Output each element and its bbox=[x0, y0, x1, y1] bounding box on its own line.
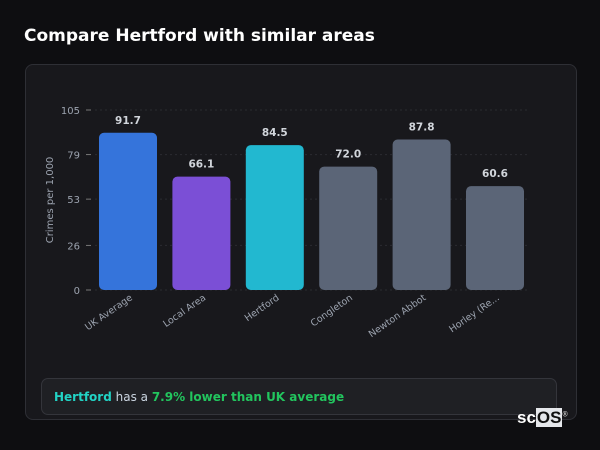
data-label: 91.7 bbox=[115, 115, 141, 127]
banner-place: Hertford bbox=[54, 390, 112, 404]
bar bbox=[319, 166, 378, 290]
data-label: 66.1 bbox=[188, 159, 214, 171]
banner-highlight: 7.9% lower than UK average bbox=[151, 390, 345, 404]
logo-text: sc bbox=[517, 408, 536, 427]
bar bbox=[392, 139, 451, 290]
y-tick-label: 26 bbox=[67, 241, 80, 252]
data-label: 72.0 bbox=[335, 149, 361, 161]
bar bbox=[466, 186, 524, 290]
bar bbox=[99, 132, 157, 290]
x-tick-label: Local Area bbox=[161, 292, 208, 329]
data-label: 84.5 bbox=[262, 127, 288, 139]
data-label: 87.8 bbox=[409, 121, 435, 133]
data-label: 60.6 bbox=[482, 168, 508, 180]
y-tick-label: 0 bbox=[74, 286, 80, 297]
y-axis-label: Crimes per 1,000 bbox=[45, 157, 56, 244]
page-title: Compare Hertford with similar areas bbox=[24, 26, 375, 46]
comparison-banner: Hertford has a 7.9% lower than UK averag… bbox=[41, 378, 557, 415]
y-tick-label: 79 bbox=[67, 151, 80, 162]
x-tick-label: Hertford bbox=[243, 292, 282, 324]
x-tick-label: Congleton bbox=[309, 292, 355, 329]
logo-mark: ® bbox=[562, 411, 568, 419]
x-tick-label: Newton Abbot bbox=[367, 292, 429, 340]
y-tick-label: 105 bbox=[61, 106, 80, 117]
bar bbox=[172, 176, 231, 290]
bar bbox=[245, 145, 304, 290]
y-tick-label: 53 bbox=[67, 195, 80, 206]
scos-logo: scOS® bbox=[517, 408, 568, 428]
banner-text: has a bbox=[111, 390, 152, 404]
x-tick-label: Horley (Re... bbox=[447, 292, 501, 335]
logo-text-box: OS bbox=[535, 408, 563, 427]
x-tick-label: UK Average bbox=[83, 292, 135, 333]
